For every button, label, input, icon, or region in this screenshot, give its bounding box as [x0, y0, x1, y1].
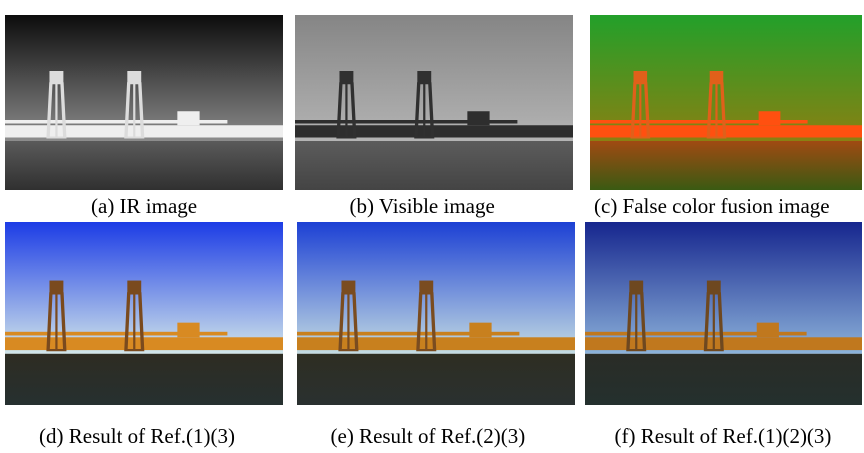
panel-caption: (b) Visible image [350, 194, 495, 219]
figure: {"figure": {"panels": [ {"caption": "(a)… [0, 0, 864, 453]
panel-image [5, 15, 283, 190]
panel-caption: (c) False color fusion image [594, 194, 830, 219]
panel-image [297, 222, 575, 405]
panel-caption: (a) IR image [91, 194, 197, 219]
panel-caption: (d) Result of Ref.(1)(3) [39, 424, 235, 449]
panel-image [585, 222, 862, 405]
panel-caption: (f) Result of Ref.(1)(2)(3) [615, 424, 832, 449]
panel-image [295, 15, 573, 190]
panel-caption: (e) Result of Ref.(2)(3) [331, 424, 526, 449]
panel-image [590, 15, 862, 190]
panel-image [5, 222, 283, 405]
